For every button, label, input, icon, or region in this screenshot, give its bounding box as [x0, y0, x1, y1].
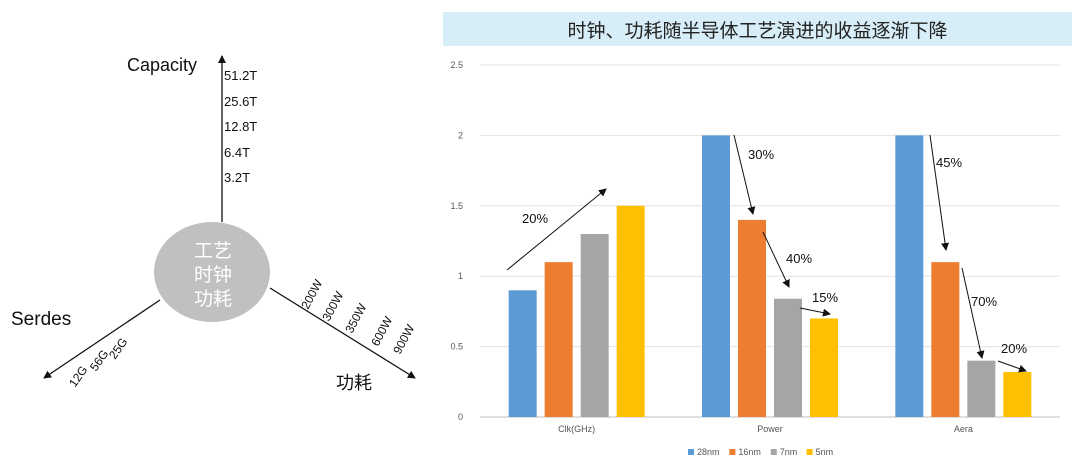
- capacity-tick-5: 3.2T: [224, 170, 250, 185]
- x-tick-label: Aera: [954, 424, 973, 434]
- legend-swatch-5nm: [806, 449, 813, 455]
- y-tick-label: 2.5: [450, 60, 463, 70]
- bar-5nm-Clk(GHz): [616, 205, 645, 417]
- power-tick-5: 900W: [390, 322, 417, 357]
- center-circle: [154, 222, 270, 322]
- aera-arrow-3: [997, 360, 1027, 373]
- serdes-axis: [43, 299, 161, 379]
- x-tick-label: Power: [757, 424, 783, 434]
- bar-7nm-Aera: [967, 360, 996, 417]
- center-line-1: 工艺: [194, 240, 232, 262]
- legend-label-28nm: 28nm: [697, 447, 720, 457]
- serdes-label: Serdes: [11, 309, 71, 330]
- annotation-power-30: 30%: [748, 147, 774, 162]
- power-arrow-3: [799, 307, 831, 317]
- annotation-aera-45: 45%: [936, 155, 962, 170]
- capacity-tick-2: 25.6T: [224, 94, 257, 109]
- aera-arrow-1: [929, 134, 949, 251]
- bar-28nm-Power: [702, 135, 730, 417]
- bar-16nm-Power: [738, 219, 766, 417]
- capacity-label: Capacity: [127, 55, 197, 75]
- annotation-clk-20: 20%: [522, 211, 548, 226]
- annotation-aera-20: 20%: [1001, 341, 1027, 356]
- power-label: 功耗: [336, 373, 372, 393]
- bar-7nm-Power: [774, 298, 802, 417]
- power-tick-4: 600W: [368, 314, 395, 349]
- power-tick-1: 200W: [298, 277, 325, 312]
- annotation-aera-70: 70%: [971, 294, 997, 309]
- serdes-tick-1: 25G: [106, 335, 130, 362]
- x-tick-label: Clk(GHz): [558, 424, 595, 434]
- power-tick-2: 300W: [319, 289, 346, 324]
- power-arrow-2: [762, 231, 790, 288]
- legend-swatch-7nm: [770, 449, 777, 455]
- center-line-3: 功耗: [194, 288, 232, 310]
- bar-7nm-Clk(GHz): [580, 233, 609, 417]
- bar-chart: 0 0.5 1 1.5 2 2.5 Clk(GHz) Power Aera 20% 30% 4…: [450, 60, 1060, 457]
- y-tick-label: 2: [458, 130, 463, 140]
- aera-arrow-2: [961, 267, 985, 359]
- center-line-2: 时钟: [194, 264, 232, 286]
- annotation-power-15: 15%: [812, 290, 838, 305]
- bar-5nm-Aera: [1003, 371, 1032, 417]
- bar-28nm-Clk(GHz): [508, 290, 537, 417]
- annotation-power-40: 40%: [786, 251, 812, 266]
- bar-16nm-Aera: [931, 262, 960, 417]
- power-arrow-1: [733, 134, 756, 215]
- legend-label-7nm: 7nm: [780, 447, 798, 457]
- bar-5nm-Power: [810, 318, 838, 417]
- legend-swatch-16nm: [729, 449, 736, 455]
- capacity-tick-3: 12.8T: [224, 119, 257, 134]
- process-diagram: 工艺 时钟 功耗 Capacity 51.2T 25.6T 12.8T 6.4T…: [11, 55, 418, 393]
- capacity-tick-4: 6.4T: [224, 145, 250, 160]
- capacity-tick-1: 51.2T: [224, 68, 257, 83]
- legend-label-16nm: 16nm: [738, 447, 761, 457]
- chart-title: 时钟、功耗随半导体工艺演进的收益逐渐下降: [443, 12, 1072, 46]
- y-tick-label: 0.5: [450, 342, 463, 352]
- bar-16nm-Clk(GHz): [544, 262, 573, 417]
- legend-swatch-28nm: [688, 449, 694, 455]
- y-tick-label: 1.5: [450, 201, 463, 211]
- legend-label-5nm: 5nm: [816, 447, 834, 457]
- power-tick-3: 350W: [342, 301, 369, 336]
- bar-28nm-Aera: [895, 135, 924, 417]
- y-tick-label: 0: [458, 412, 463, 422]
- power-axis: [269, 287, 416, 379]
- y-tick-label: 1: [458, 271, 463, 281]
- serdes-tick-3: 12G: [66, 363, 90, 390]
- clk-trend-arrow: [506, 188, 607, 271]
